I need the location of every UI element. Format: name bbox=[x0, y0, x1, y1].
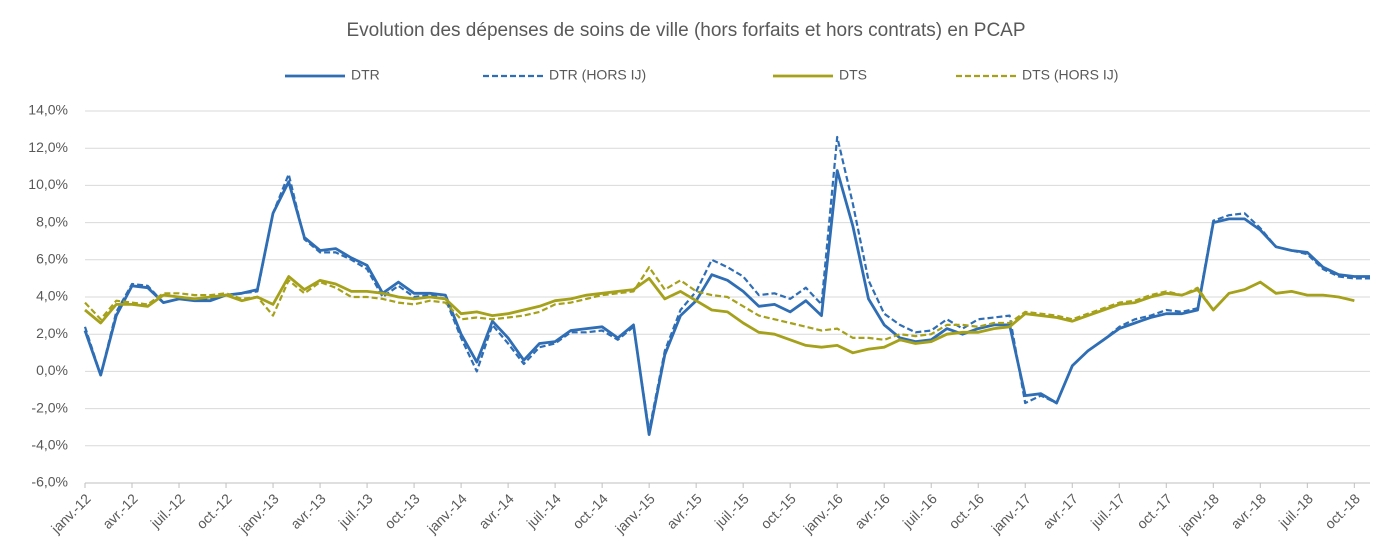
x-tick-label: juil.-14 bbox=[523, 490, 564, 531]
y-tick-label: -4,0% bbox=[31, 437, 68, 453]
x-tick-label: avr.-17 bbox=[1039, 490, 1081, 532]
series-line bbox=[83, 169, 1370, 436]
legend-label: DTS bbox=[839, 67, 867, 83]
y-tick-label: 12,0% bbox=[28, 139, 68, 155]
legend-label: DTR (HORS IJ) bbox=[549, 67, 646, 83]
x-tick-label: oct.-13 bbox=[381, 490, 423, 532]
legend-label: DTS (HORS IJ) bbox=[1022, 67, 1118, 83]
x-tick-label: avr.-14 bbox=[475, 490, 517, 532]
y-tick-label: -2,0% bbox=[31, 399, 68, 415]
x-tick-label: avr.-13 bbox=[287, 490, 329, 532]
x-tick-label: janv.-14 bbox=[423, 490, 470, 537]
x-tick-label: avr.-12 bbox=[99, 490, 141, 532]
x-tick-label: oct.-16 bbox=[945, 490, 987, 532]
chart-title: Evolution des dépenses de soins de ville… bbox=[346, 20, 1025, 41]
x-tick-label: juil.-18 bbox=[1275, 490, 1316, 531]
x-tick-label: oct.-12 bbox=[193, 490, 235, 532]
y-tick-label: 6,0% bbox=[36, 251, 68, 267]
x-tick-label: juil.-16 bbox=[899, 490, 940, 531]
y-tick-label: 2,0% bbox=[36, 325, 68, 341]
x-tick-label: juil.-13 bbox=[335, 490, 376, 531]
x-tick-label: oct.-15 bbox=[757, 490, 799, 532]
x-tick-label: janv.-17 bbox=[987, 490, 1034, 537]
series-line bbox=[84, 275, 1355, 355]
x-tick-label: oct.-14 bbox=[569, 490, 611, 532]
x-tick-label: juil.-15 bbox=[711, 490, 752, 531]
y-tick-label: -6,0% bbox=[31, 474, 68, 490]
x-tick-label: janv.-12 bbox=[47, 490, 94, 537]
y-tick-label: 4,0% bbox=[36, 288, 68, 304]
series-line bbox=[83, 135, 1370, 432]
series-line bbox=[84, 266, 1355, 341]
x-tick-label: janv.-13 bbox=[235, 490, 282, 537]
legend-label: DTR bbox=[351, 67, 380, 83]
x-tick-label: juil.-12 bbox=[147, 490, 188, 531]
x-tick-label: avr.-15 bbox=[663, 490, 705, 532]
y-tick-label: 0,0% bbox=[36, 362, 68, 378]
x-tick-label: janv.-15 bbox=[611, 490, 658, 537]
x-tick-label: avr.-18 bbox=[1227, 490, 1269, 532]
x-tick-label: oct.-18 bbox=[1321, 490, 1363, 532]
x-tick-label: avr.-16 bbox=[851, 490, 893, 532]
x-tick-label: oct.-17 bbox=[1133, 490, 1175, 532]
y-tick-label: 10,0% bbox=[28, 176, 68, 192]
x-tick-label: janv.-18 bbox=[1176, 490, 1223, 537]
x-tick-label: janv.-16 bbox=[799, 490, 846, 537]
x-tick-label: juil.-17 bbox=[1087, 490, 1128, 531]
y-tick-label: 8,0% bbox=[36, 213, 68, 229]
y-tick-label: 14,0% bbox=[28, 102, 68, 118]
